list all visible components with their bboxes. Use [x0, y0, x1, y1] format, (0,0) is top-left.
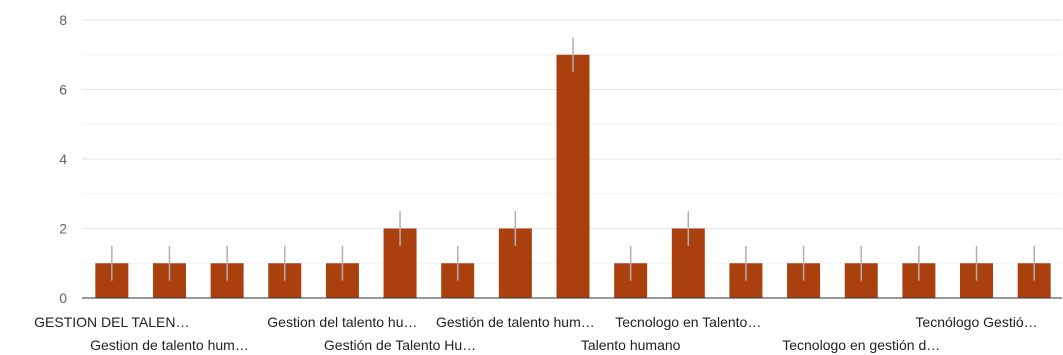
x-category-label: Tecnólogo Gestió… [915, 314, 1037, 330]
x-category-label: Gestion de talento hum… [90, 337, 249, 353]
x-category-label: Gestión de Talento Hu… [324, 337, 476, 353]
x-category-label: Gestion del talento hu… [267, 314, 417, 330]
bar[interactable] [556, 54, 590, 298]
x-category-label: Tecnologo en gestión d… [782, 337, 940, 353]
x-category-label: Talento humano [581, 337, 681, 353]
y-tick-label: 8 [59, 12, 67, 28]
bars [95, 54, 1051, 298]
x-axis-labels: GESTION DEL TALEN… Gestion de talento hum… [34, 314, 1037, 353]
y-tick-label: 0 [59, 290, 67, 306]
x-category-label: GESTION DEL TALEN… [34, 314, 189, 330]
x-category-label: Tecnologo en Talento… [615, 314, 761, 330]
x-category-label: Gestión de talento hum… [436, 314, 595, 330]
y-axis-ticks: 0 2 4 6 8 [59, 12, 67, 306]
y-tick-label: 6 [59, 82, 67, 98]
y-tick-label: 2 [59, 221, 67, 237]
y-tick-label: 4 [59, 151, 67, 167]
error-bars [111, 37, 1035, 281]
